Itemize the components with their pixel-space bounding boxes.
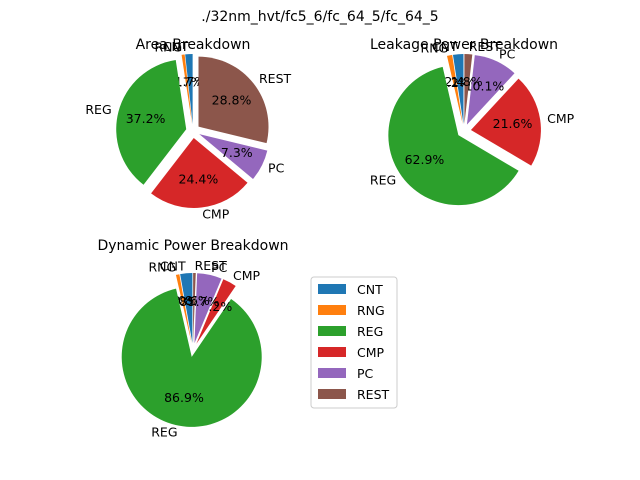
legend: CNT RNG REG CMP PC REST: [310, 276, 398, 409]
dynamic-power-breakdown-label-pc: PC: [211, 260, 228, 275]
area-breakdown-pct-rest: 28.8%: [212, 93, 252, 108]
leakage-power-breakdown-label-rest: REST: [469, 39, 502, 54]
legend-swatch-cmp: [318, 347, 346, 357]
legend-swatch-rng: [318, 305, 346, 315]
leakage-power-breakdown-slice-rng: [446, 54, 463, 125]
area-breakdown-pct-cmp: 24.4%: [179, 172, 219, 187]
legend-swatch-cnt: [318, 284, 346, 294]
leakage-power-breakdown-slice-rest: [464, 54, 473, 125]
leakage-power-breakdown-label-pc: PC: [499, 47, 516, 62]
dynamic-power-breakdown-label-rest: REST: [195, 258, 228, 273]
figure-suptitle: ./32nm_hvt/fc5_6/fc_64_5/fc_64_5: [201, 9, 438, 25]
area-breakdown-slice-cnt: [185, 54, 193, 125]
area-breakdown-label-pc: PC: [268, 161, 285, 176]
area-breakdown-pct-cnt: 1.7%: [175, 74, 207, 89]
legend-swatch-reg: [318, 326, 346, 336]
dynamic-power-breakdown-label-rng: RNG: [148, 260, 176, 275]
leakage-power-breakdown-label-rng: RNG: [421, 40, 449, 55]
leakage-power-breakdown-label-cnt: CNT: [432, 39, 458, 54]
legend-swatch-rest: [318, 389, 346, 399]
area-breakdown-pct-reg: 37.2%: [126, 111, 166, 126]
leakage-power-breakdown-slice-pc: [466, 55, 515, 125]
area-breakdown-slice-cmp: [151, 137, 248, 208]
area-breakdown-slice-rng: [181, 54, 193, 125]
area-breakdown-label-rest: REST: [259, 71, 292, 86]
area-breakdown-label-rng: RNG: [154, 40, 182, 55]
dynamic-power-breakdown-slice-rng: [175, 274, 192, 344]
leakage-power-breakdown-slice-cnt: [452, 54, 464, 125]
area-breakdown-slice-reg: [116, 60, 187, 185]
area-breakdown-label-cnt: CNT: [163, 39, 189, 54]
area-breakdown-slice-rest: [198, 56, 269, 144]
dynamic-power-breakdown-label-cmp: CMP: [233, 268, 261, 283]
dynamic-power-breakdown-title: Dynamic Power Breakdown: [97, 238, 288, 254]
dynamic-power-breakdown-label-cnt: CNT: [160, 258, 186, 273]
area-breakdown-label-cmp: CMP: [202, 206, 230, 221]
legend-label-rest: REST: [357, 387, 390, 402]
dynamic-power-breakdown-pct-reg: 86.9%: [164, 390, 204, 405]
dynamic-power-breakdown-label-reg: REG: [151, 425, 177, 440]
leakage-power-breakdown-pct-cmp: 21.6%: [493, 116, 533, 131]
legend-label-reg: REG: [357, 324, 383, 339]
dynamic-power-breakdown-pct-pc: 5.7%: [188, 294, 220, 309]
leakage-power-breakdown-pct-reg: 62.9%: [405, 152, 445, 167]
dynamic-power-breakdown-slice-reg: [121, 288, 262, 427]
dynamic-power-breakdown-pct-rest: 0.6%: [178, 293, 210, 308]
legend-label-rng: RNG: [357, 303, 385, 318]
area-breakdown-slice-pc: [199, 134, 268, 179]
leakage-power-breakdown-pct-pc: 10.1%: [465, 78, 505, 93]
area-breakdown-title: Area Breakdown: [136, 37, 251, 53]
dynamic-power-breakdown-pie: Dynamic Power Breakdown CNT2.8%RNG0.8%RE…: [97, 238, 288, 440]
legend-swatch-pc: [318, 368, 346, 378]
dynamic-power-breakdown-slice-cmp: [196, 279, 236, 344]
leakage-power-breakdown-pie: Leakage Power Breakdown CNT2.4%RNG1.2%RE…: [370, 37, 575, 206]
leakage-power-breakdown-label-reg: REG: [370, 173, 396, 188]
leakage-power-breakdown-pct-rest: 1.8%: [451, 74, 483, 89]
legend-label-cmp: CMP: [357, 345, 385, 360]
leakage-power-breakdown-slice-cmp: [470, 78, 541, 166]
leakage-power-breakdown-slice-reg: [388, 66, 519, 206]
leakage-power-breakdown-label-cmp: CMP: [547, 111, 575, 126]
legend-label-pc: PC: [357, 366, 374, 381]
dynamic-power-breakdown-slice-rest: [193, 273, 196, 344]
dynamic-power-breakdown-slice-pc: [194, 273, 222, 344]
dynamic-power-breakdown-slice-cnt: [180, 273, 193, 344]
area-breakdown-pie: Area Breakdown CNT1.7%RNG0.7%REG37.2%CMP…: [85, 37, 291, 221]
leakage-power-breakdown-title: Leakage Power Breakdown: [370, 37, 558, 53]
legend-label-cnt: CNT: [357, 282, 383, 297]
area-breakdown-label-reg: REG: [85, 102, 111, 117]
area-breakdown-pct-pc: 7.3%: [221, 145, 253, 160]
